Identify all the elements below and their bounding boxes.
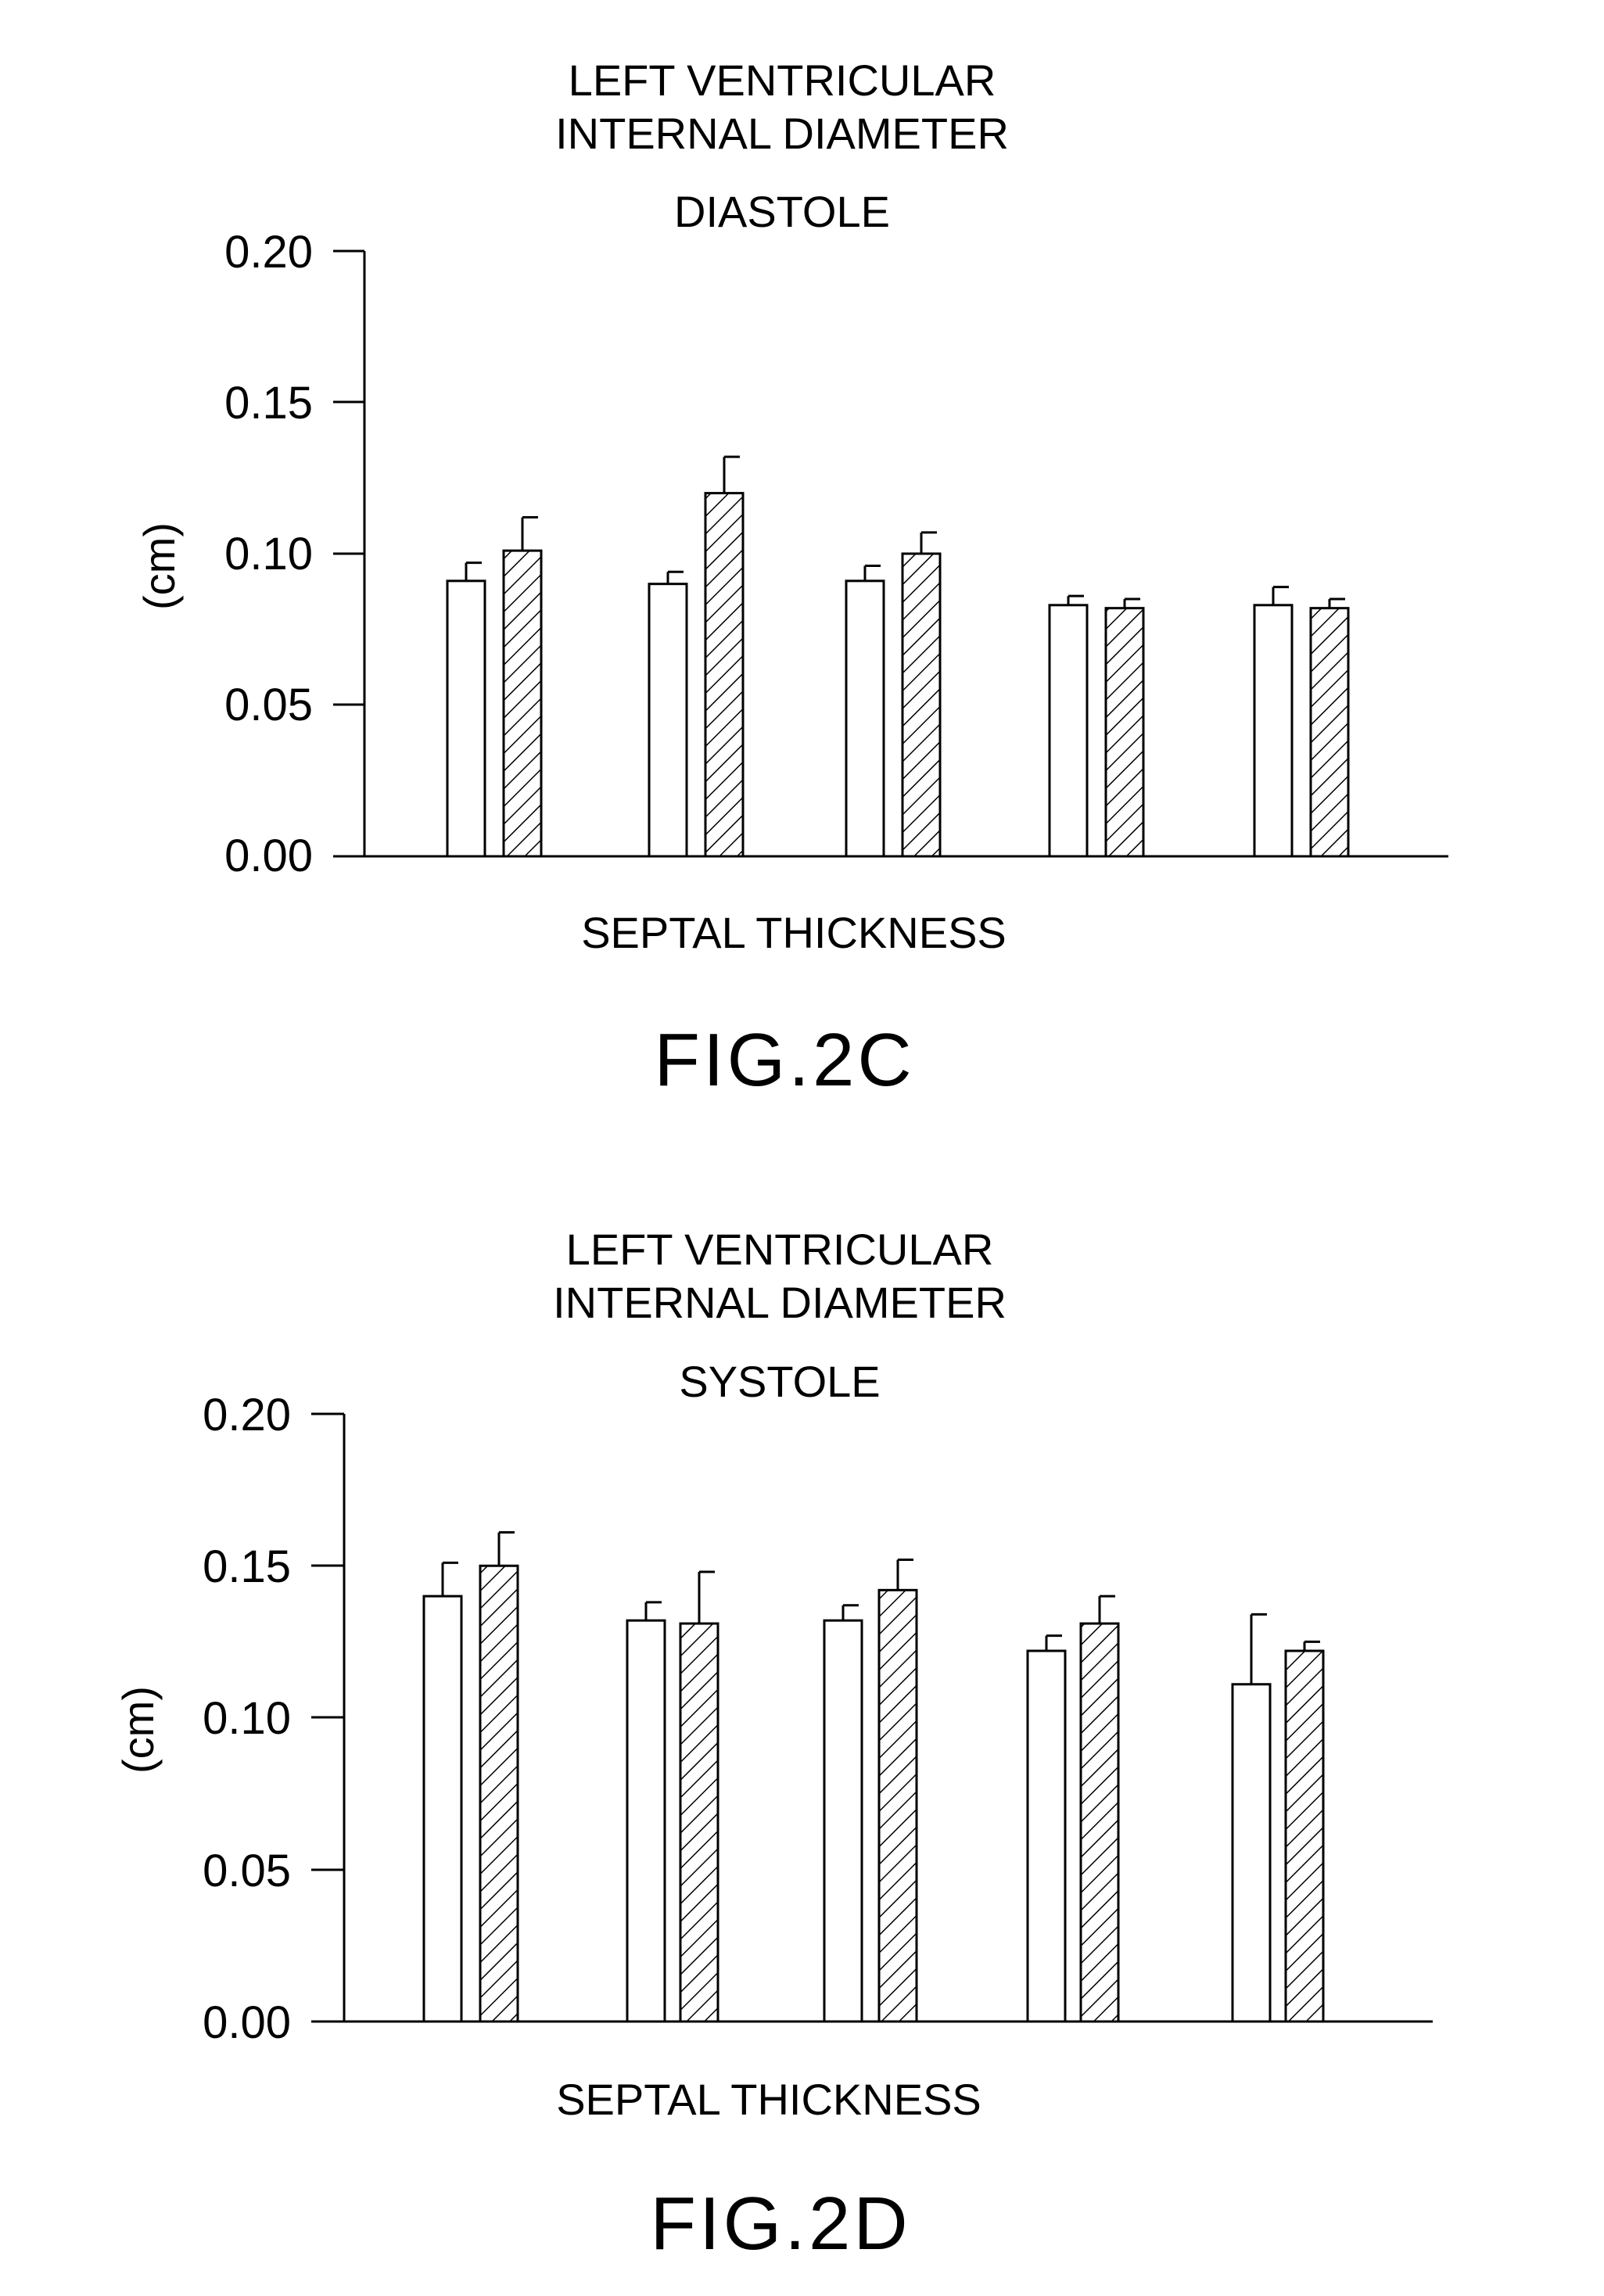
bar-hatched — [1286, 1651, 1323, 2022]
bar-open — [1050, 605, 1087, 856]
bar-open — [424, 1596, 461, 2022]
bar-hatched — [504, 551, 541, 856]
bar-open — [1233, 1684, 1270, 2022]
y-tick-label: 0.00 — [203, 1997, 291, 2048]
y-tick-label: 0.05 — [224, 680, 313, 730]
y-axis-label: (cm) — [135, 522, 184, 610]
chart-title-line-2: INTERNAL DIAMETER — [555, 109, 1009, 158]
chart-fig-2c: LEFT VENTRICULAR INTERNAL DIAMETER DIAST… — [135, 56, 1448, 1102]
y-tick-label: 0.15 — [224, 378, 313, 429]
chart-title-line-1: LEFT VENTRICULAR — [566, 1225, 994, 1274]
y-axis-label: (cm) — [113, 1686, 163, 1774]
x-axis-label: SEPTAL THICKNESS — [581, 908, 1007, 957]
bar-hatched — [1081, 1623, 1118, 2022]
bar-open — [824, 1620, 862, 2022]
y-tick-label: 0.10 — [224, 529, 313, 579]
chart-subtitle: SYSTOLE — [679, 1357, 880, 1406]
bar-hatched — [680, 1623, 718, 2022]
figure-label: FIG.2D — [650, 2182, 910, 2266]
bar-hatched — [1311, 608, 1348, 856]
x-axis-label: SEPTAL THICKNESS — [556, 2075, 981, 2124]
y-tick-label: 0.20 — [224, 227, 313, 278]
bar-open — [1028, 1651, 1065, 2022]
bar-hatched — [879, 1590, 917, 2022]
bar-hatched — [1106, 608, 1143, 856]
chart-fig-2d: LEFT VENTRICULAR INTERNAL DIAMETER SYSTO… — [113, 1225, 1433, 2266]
chart-title-line-1: LEFT VENTRICULAR — [569, 56, 996, 105]
y-tick-label: 0.15 — [203, 1541, 291, 1592]
bar-hatched — [705, 493, 743, 856]
y-tick-label: 0.00 — [224, 831, 313, 881]
bar-open — [447, 581, 485, 856]
bar-open — [1254, 605, 1292, 856]
y-tick-label: 0.05 — [203, 1846, 291, 1896]
y-tick-label: 0.10 — [203, 1693, 291, 1744]
bar-hatched — [480, 1566, 518, 2022]
figure-label: FIG.2C — [654, 1018, 914, 1102]
bar-open — [846, 581, 884, 856]
bars-group — [424, 1533, 1323, 2022]
chart-title-line-2: INTERNAL DIAMETER — [553, 1278, 1007, 1327]
y-tick-label: 0.20 — [203, 1390, 291, 1440]
bars-group — [447, 457, 1348, 856]
bar-hatched — [902, 554, 940, 856]
bar-open — [627, 1620, 665, 2022]
chart-subtitle: DIASTOLE — [674, 187, 890, 236]
bar-open — [649, 584, 687, 856]
